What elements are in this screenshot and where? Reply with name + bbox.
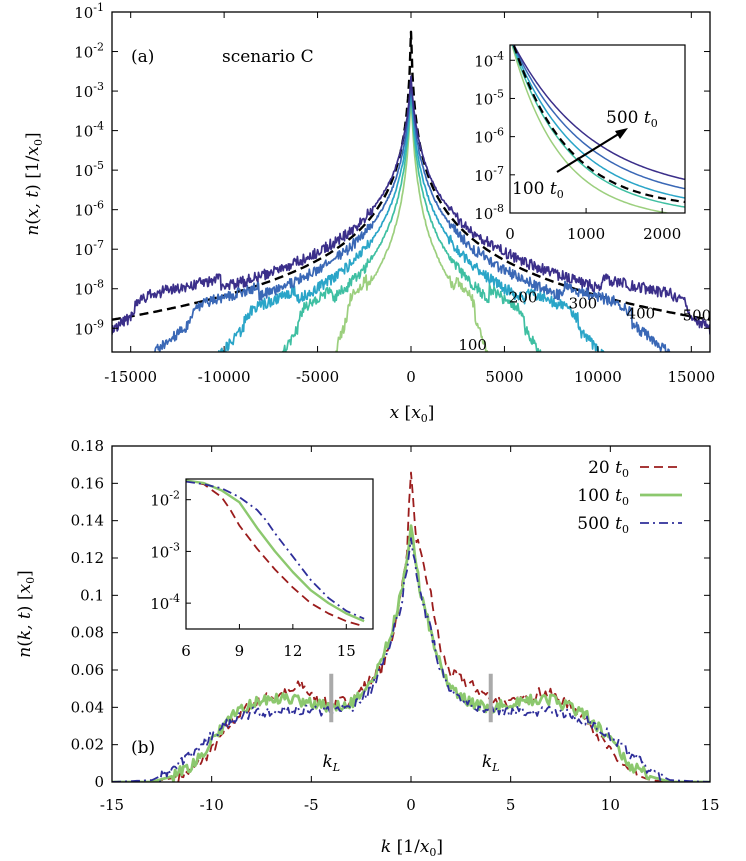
- y-tick-label: 10-7: [74, 238, 104, 259]
- inset-x-tick-label: 9: [235, 642, 245, 660]
- x-tick-label: -10: [200, 796, 224, 814]
- x-tick-label: 5: [506, 796, 516, 814]
- inset-series-line-400: [512, 45, 685, 190]
- inset-x-tick-label: 1000: [567, 225, 605, 243]
- inset-y-tick-label: 10-5: [474, 87, 504, 108]
- inset-series-line-200: [511, 45, 685, 208]
- y-tick-label: 10-2: [74, 41, 104, 62]
- curve-label: 200: [509, 289, 538, 307]
- panel-b-inset-axes: 6 9 12 15 10-4 10-3 10-2: [150, 489, 356, 660]
- y-tick-label: 10-1: [74, 1, 104, 22]
- kl-label: kL: [322, 752, 340, 774]
- inset-series-line-100-t0: [186, 479, 365, 623]
- legend-label: 100 t0: [577, 486, 629, 508]
- panel-a-xlabel: x [x0]: [390, 403, 435, 425]
- y-tick-label: 0.18: [71, 437, 104, 455]
- legend-label: 500 t0: [577, 514, 629, 536]
- x-tick-label: 10: [601, 796, 620, 814]
- panel-a: -15000 -10000 -5000 0 5000 10000 1500010-910-8…: [23, 1, 715, 425]
- series-line-20-t0: [112, 471, 710, 782]
- curve-label: 100: [458, 336, 487, 354]
- y-tick-label: 0.16: [71, 474, 104, 492]
- panel-a-inset-arrow: [556, 129, 626, 173]
- y-tick-label: 0.08: [71, 624, 104, 642]
- panel-b-xlabel: k [1/x0]: [381, 837, 443, 859]
- panel-b-legend: 20 t0 100 t0 500 t0: [577, 458, 682, 536]
- inset-series-line-300: [512, 45, 685, 199]
- inset-series-line-100: [511, 45, 672, 213]
- panel-b-inset-bg: [186, 479, 373, 629]
- inset-y-tick-label: 10-8: [474, 202, 504, 223]
- y-tick-label: 0.14: [71, 512, 104, 530]
- inset-x-tick-label: 2000: [643, 225, 681, 243]
- panel-b-axes: -15 -10 -5 0 5 10 15 0 0.02 0.04 0.06 0.08 0.1 0.12 0.…: [71, 437, 720, 814]
- y-tick-label: 10-5: [74, 159, 104, 180]
- y-tick-label: 10-8: [74, 278, 104, 299]
- inset-label-500: 500 t0: [606, 108, 658, 130]
- x-tick-label: -15000: [104, 368, 157, 386]
- x-tick-label: 0: [406, 796, 416, 814]
- x-tick-label: -15: [100, 796, 124, 814]
- y-tick-label: 0.06: [71, 661, 104, 679]
- panel-b-inset-curves: [186, 479, 365, 628]
- panel-b-kl-markers: kL kL: [322, 673, 500, 774]
- panel-b-inset-frame: [185, 478, 374, 630]
- panel-b-curves: [112, 471, 710, 782]
- series-line-500-t0: [112, 537, 710, 782]
- x-tick-label: -5: [304, 796, 319, 814]
- arrow-head-icon: [615, 128, 628, 139]
- inset-x-tick-label: 6: [181, 642, 191, 660]
- inset-x-tick-label: 0: [505, 225, 515, 243]
- y-tick-label: 0.04: [71, 698, 104, 716]
- kl-label: kL: [482, 752, 500, 774]
- inset-reference-dashed-line: [512, 45, 685, 204]
- y-tick-label: 0: [94, 773, 104, 791]
- panel-a-curve-labels: 100 200 300 400 500: [458, 289, 711, 354]
- panel-a-axes: -15000 -10000 -5000 0 5000 10000 1500010-910-8…: [74, 1, 715, 386]
- inset-series-line-500-t0: [186, 480, 365, 620]
- y-tick-label: 0.02: [71, 736, 104, 754]
- inset-y-tick-label: 10-2: [150, 489, 180, 510]
- curve-label: 500: [683, 306, 712, 324]
- inset-x-tick-label: 15: [337, 642, 356, 660]
- panel-b-ylabel: n(k, t) [x0]: [15, 570, 37, 657]
- inset-y-tick-label: 10-4: [474, 49, 504, 70]
- series-line-500: [112, 75, 710, 335]
- inset-series-line-20-t0: [186, 479, 365, 628]
- panel-a-curves: [112, 30, 710, 352]
- x-tick-label: 10000: [574, 368, 622, 386]
- panel-b-label: (b): [131, 738, 155, 758]
- inset-y-tick-label: 10-6: [474, 126, 504, 147]
- inset-series-line-500: [513, 45, 685, 181]
- x-tick-label: 15000: [667, 368, 715, 386]
- y-tick-label: 10-4: [74, 120, 104, 141]
- curve-label: 400: [627, 304, 656, 322]
- panel-a-annotation: scenario C: [222, 47, 314, 67]
- panel-a-inset-frame: [509, 44, 686, 214]
- y-tick-label: 10-3: [74, 80, 104, 101]
- y-tick-label: 10-9: [74, 317, 104, 338]
- inset-x-tick-label: 12: [283, 642, 302, 660]
- panel-b: -15 -10 -5 0 5 10 15 0 0.02 0.04 0.06 0.08 0.1 0.12 0.…: [15, 437, 720, 859]
- inset-y-tick-label: 10-3: [150, 540, 180, 561]
- panel-a-ylabel: n(x, t) [1/x0]: [23, 132, 45, 235]
- panel-a-inset-curves: [511, 45, 685, 213]
- curve-label: 300: [569, 295, 598, 313]
- panel-a-inset-bg: [510, 45, 685, 213]
- panel-a-label: (a): [131, 47, 154, 67]
- legend-label: 20 t0: [588, 458, 629, 480]
- x-tick-label: -5000: [296, 368, 339, 386]
- x-tick-label: 15: [700, 796, 719, 814]
- x-tick-label: 0: [406, 368, 416, 386]
- inset-label-100: 100 t0: [512, 179, 564, 201]
- inset-y-tick-label: 10-7: [474, 164, 504, 185]
- panel-a-inset-axes: 0 1000 2000 10-8 10-7 10-6 10-5 10-4: [474, 49, 681, 243]
- inset-y-tick-label: 10-4: [150, 592, 180, 613]
- y-tick-label: 10-6: [74, 199, 104, 220]
- y-tick-label: 0.1: [80, 586, 104, 604]
- y-tick-label: 0.12: [71, 549, 104, 567]
- x-tick-label: 5000: [485, 368, 523, 386]
- x-tick-label: -10000: [198, 368, 251, 386]
